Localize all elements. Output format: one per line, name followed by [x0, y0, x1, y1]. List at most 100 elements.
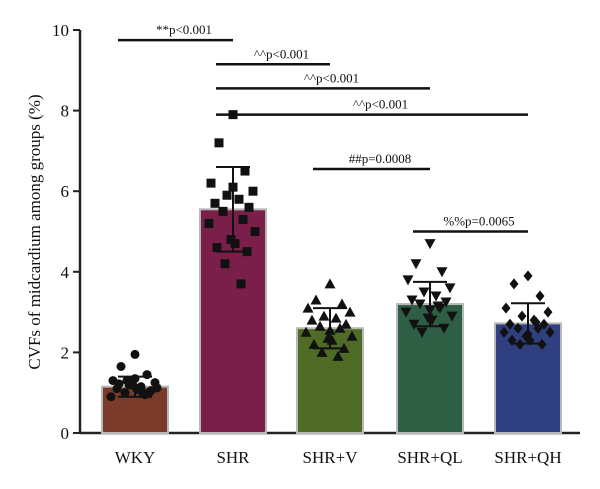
data-point [234, 194, 244, 204]
x-tick-label: SHR+QL [397, 448, 462, 467]
data-point [436, 267, 448, 278]
data-point [535, 290, 545, 302]
comparison-label: %%p=0.0065 [443, 214, 514, 229]
data-point [336, 298, 348, 309]
data-point [332, 350, 344, 361]
data-point [212, 243, 222, 253]
data-point [152, 383, 162, 393]
data-point [218, 206, 228, 216]
data-point [513, 322, 523, 334]
y-tick-label: 6 [61, 182, 70, 201]
data-point [250, 227, 260, 236]
data-point [306, 314, 318, 325]
data-point [324, 278, 336, 289]
data-point [517, 310, 527, 322]
data-point [206, 178, 216, 188]
data-point [505, 318, 515, 330]
data-point [326, 334, 338, 345]
data-point [324, 324, 336, 335]
comparison-label: ^^p<0.001 [353, 97, 408, 112]
data-point [340, 318, 352, 329]
data-point [142, 370, 152, 380]
data-point [523, 328, 533, 340]
data-point [406, 295, 418, 306]
data-point [338, 342, 350, 353]
data-point [515, 338, 525, 350]
y-tick-label: 10 [52, 21, 69, 40]
data-point [509, 278, 519, 290]
data-point [499, 326, 509, 338]
data-point [120, 388, 130, 398]
x-tick-label: WKY [115, 448, 156, 467]
data-point [523, 270, 533, 282]
data-point [248, 186, 258, 196]
data-point [138, 389, 148, 399]
data-point [300, 326, 312, 337]
data-point [531, 316, 541, 328]
data-point [240, 166, 250, 176]
x-tick-label: SHR+V [303, 448, 359, 467]
data-point [314, 320, 326, 331]
data-point [400, 307, 412, 318]
data-point [438, 323, 450, 334]
data-point [242, 247, 252, 257]
data-point [310, 294, 322, 305]
data-point [114, 379, 124, 389]
data-point [346, 330, 358, 341]
y-axis-label: CVFs of midcardium among groups (%) [25, 94, 44, 369]
data-point [446, 311, 458, 322]
comparison-label: ##p=0.0008 [349, 151, 412, 166]
y-tick-label: 4 [61, 263, 70, 282]
data-point [501, 302, 511, 314]
comparison-label: **p<0.001 [156, 22, 212, 37]
y-tick-label: 2 [61, 343, 70, 362]
data-point [410, 259, 422, 270]
data-point [416, 327, 428, 338]
data-point [334, 322, 346, 333]
data-point [537, 338, 547, 350]
data-point [418, 287, 430, 298]
data-point [545, 326, 555, 338]
data-point [543, 306, 553, 318]
data-point [444, 283, 456, 294]
data-point [302, 302, 314, 313]
data-point [316, 346, 328, 357]
data-point [430, 291, 442, 302]
data-point [236, 279, 246, 289]
data-point [230, 239, 240, 249]
data-point [424, 239, 436, 250]
data-point [116, 362, 126, 372]
data-point [318, 310, 330, 321]
data-point [130, 374, 140, 384]
comparison-label: ^^p<0.001 [304, 70, 359, 85]
data-point [440, 297, 452, 308]
data-point [220, 259, 230, 269]
data-point [414, 299, 426, 310]
data-point [122, 376, 132, 386]
data-point [330, 312, 342, 323]
data-point [204, 218, 214, 228]
data-point [344, 306, 356, 317]
data-point [408, 319, 420, 330]
data-point [426, 315, 438, 326]
comparison-label: ^^p<0.001 [254, 46, 309, 61]
data-point [238, 214, 248, 224]
data-point [539, 318, 549, 330]
data-point [308, 338, 320, 349]
data-point [106, 392, 116, 402]
data-point [130, 349, 140, 359]
data-point [424, 305, 436, 316]
plot-area: 0 2 4 6 8 10 WKY SHR SHR+V SHR+QL SHR+QH **p<0.001 ^… [52, 21, 580, 467]
x-tick-label: SHR+QH [494, 448, 561, 467]
data-point [507, 334, 517, 346]
data-point [244, 202, 254, 212]
y-tick-label: 0 [61, 424, 70, 443]
data-point [210, 198, 220, 208]
data-point [402, 275, 414, 286]
data-point [228, 182, 238, 192]
x-tick-label: SHR [216, 448, 250, 467]
data-point [222, 190, 232, 200]
data-point [432, 301, 444, 312]
data-point [214, 138, 224, 148]
